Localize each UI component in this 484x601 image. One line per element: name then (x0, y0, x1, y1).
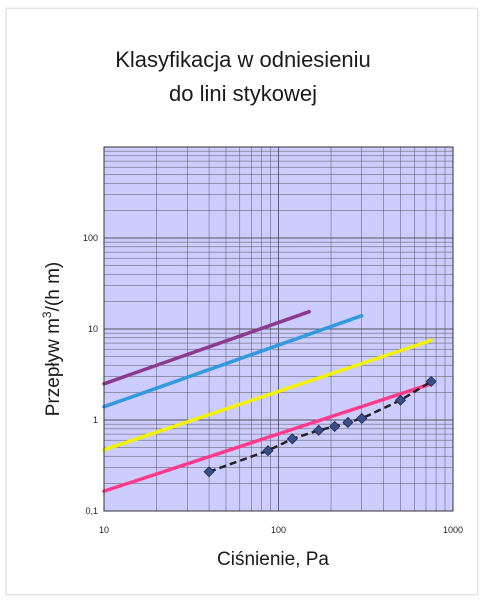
y-tick-label: 100 (83, 233, 98, 243)
y-axis-title-superscript: 3 (40, 311, 54, 318)
measured-point (342, 416, 354, 429)
y-axis-title: Przepływ m3/(h m) (40, 262, 64, 416)
tick-labels: 10 100 1000 0,1 1 10 100 (83, 233, 463, 535)
y-tick-label: 0,1 (85, 506, 98, 516)
chart-title-line-1: Klasyfikacja w odniesieniu (115, 47, 371, 72)
series-line-4 (102, 382, 433, 493)
y-tick-label: 1 (93, 415, 98, 425)
x-tick-label: 1000 (443, 525, 463, 535)
x-tick-label: 100 (271, 525, 286, 535)
measured-series (203, 375, 437, 478)
measured-point (425, 375, 437, 388)
y-tick-label: 10 (88, 324, 98, 334)
measured-point (329, 420, 341, 432)
plot-frame (103, 146, 454, 512)
y-axis-title-tail: /(h m) (43, 262, 64, 312)
x-axis-title: Ciśnienie, Pa (217, 549, 329, 570)
y-axis-title-main: Przepływ m (43, 318, 64, 416)
measured-point (203, 466, 215, 478)
series-line-1 (102, 309, 311, 386)
chart-title-line-2: do lini stykowej (169, 81, 317, 106)
x-tick-label: 10 (99, 525, 109, 535)
series-line-2 (102, 313, 364, 409)
series-line-3 (102, 338, 433, 452)
chart-card: Klasyfikacja w odniesieniu do lini styko… (6, 8, 478, 595)
series-lines (102, 309, 433, 493)
chart-svg: Klasyfikacja w odniesieniu do lini styko… (40, 47, 463, 570)
measured-point (313, 424, 325, 436)
measured-point (286, 433, 298, 445)
measured-point (262, 445, 274, 457)
measured-point (356, 412, 368, 425)
measured-point (394, 394, 407, 406)
grid-lines (103, 147, 453, 512)
